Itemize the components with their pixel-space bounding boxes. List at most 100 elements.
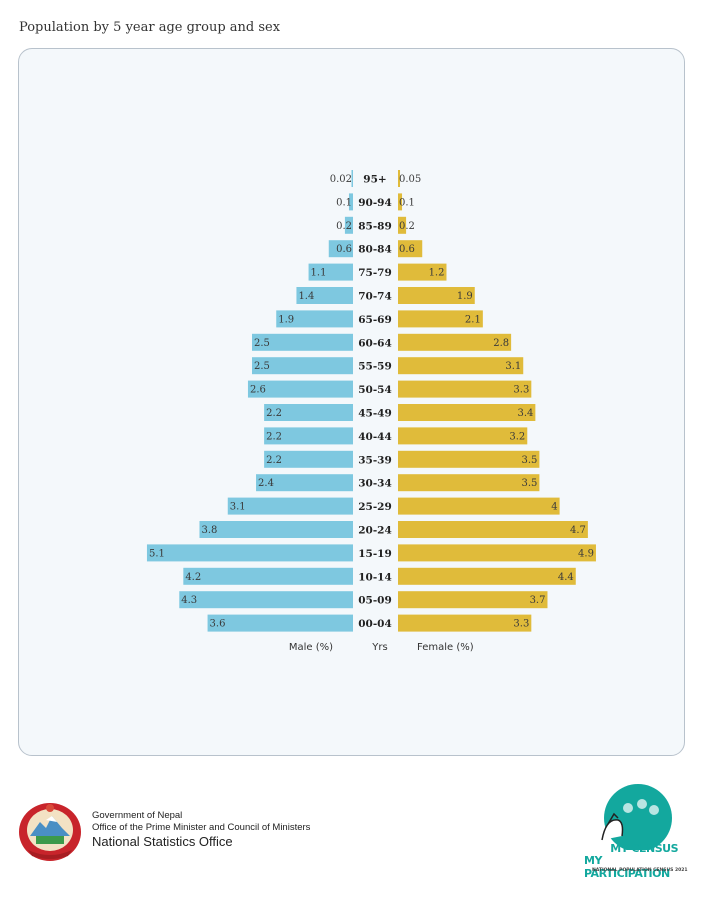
male-value-label: 0.02 bbox=[330, 174, 352, 185]
age-group-label: 30-34 bbox=[358, 478, 392, 490]
age-group-label: 00-04 bbox=[358, 618, 392, 630]
age-group-label: 40-44 bbox=[358, 431, 392, 443]
age-group-label: 70-74 bbox=[358, 291, 392, 303]
female-value-label: 3.3 bbox=[513, 385, 529, 396]
age-group-label: 80-84 bbox=[358, 244, 392, 256]
female-bar bbox=[398, 404, 536, 421]
male-value-label: 2.4 bbox=[258, 478, 274, 489]
age-group-label: 95+ bbox=[363, 174, 386, 186]
gov-line-3: National Statistics Office bbox=[92, 834, 233, 849]
population-pyramid-chart: 0.02 0.05 95+ 0.1 0.1 90-94 0.2 0.2 85-89 0.6 0.6 8… bbox=[146, 170, 596, 653]
female-bar bbox=[398, 380, 532, 398]
male-value-label: 2.2 bbox=[266, 455, 282, 466]
female-value-label: 4.9 bbox=[578, 548, 594, 559]
male-bar bbox=[264, 404, 353, 421]
age-group-label: 75-79 bbox=[358, 267, 392, 279]
female-value-label: 4.7 bbox=[570, 525, 586, 536]
gov-line-1: Government of Nepal bbox=[92, 810, 183, 821]
male-bar bbox=[183, 567, 353, 585]
male-axis-label: Male (%) bbox=[289, 642, 333, 653]
female-value-label: 2.1 bbox=[465, 314, 481, 325]
age-group-label: 25-29 bbox=[358, 501, 392, 513]
age-group-label: 45-49 bbox=[358, 408, 392, 420]
male-bar bbox=[247, 380, 353, 398]
age-group-label: 50-54 bbox=[358, 384, 392, 396]
age-group-label: 90-94 bbox=[358, 197, 392, 209]
female-value-label: 2.8 bbox=[493, 338, 509, 349]
male-value-label: 2.6 bbox=[250, 385, 266, 396]
female-bar bbox=[398, 521, 588, 538]
years-axis-label: Yrs bbox=[371, 642, 387, 653]
census-logo: MY CENSUS MY PARTICIPATION NATIONAL POPU… bbox=[584, 780, 688, 880]
female-bar bbox=[398, 567, 576, 585]
male-value-label: 2.5 bbox=[254, 338, 270, 349]
office-text: Government of Nepal Office of the Prime … bbox=[92, 810, 310, 850]
female-value-label: 1.9 bbox=[457, 291, 473, 302]
male-value-label: 0.1 bbox=[336, 197, 352, 208]
female-value-label: 3.4 bbox=[517, 408, 533, 419]
male-bar bbox=[256, 474, 353, 492]
female-bar bbox=[398, 544, 596, 562]
male-bar bbox=[199, 521, 353, 538]
male-value-label: 2.2 bbox=[266, 431, 282, 442]
female-bar bbox=[398, 193, 403, 211]
age-group-label: 60-64 bbox=[358, 337, 392, 349]
male-value-label: 1.9 bbox=[278, 314, 294, 325]
female-axis-label: Female (%) bbox=[417, 642, 474, 653]
female-value-label: 0.1 bbox=[399, 197, 415, 208]
female-value-label: 3.3 bbox=[513, 619, 529, 630]
male-bar bbox=[252, 333, 353, 351]
male-bar bbox=[264, 450, 353, 468]
male-value-label: 0.2 bbox=[336, 221, 352, 232]
female-bar bbox=[398, 287, 475, 304]
age-group-label: 55-59 bbox=[358, 361, 392, 373]
male-value-label: 0.6 bbox=[336, 244, 352, 255]
age-group-label: 15-19 bbox=[358, 548, 392, 560]
male-value-label: 1.1 bbox=[311, 268, 327, 279]
gov-line-2: Office of the Prime Minister and Council… bbox=[92, 822, 311, 833]
chart-card: 0.02 0.05 95+ 0.1 0.1 90-94 0.2 0.2 85-89 0.6 0.6 8… bbox=[18, 48, 685, 756]
census-line-3: NATIONAL POPULATION CENSUS 2021 bbox=[592, 868, 688, 873]
male-bar bbox=[227, 497, 353, 515]
female-bar bbox=[398, 427, 528, 445]
female-value-label: 3.5 bbox=[521, 455, 537, 466]
female-bar bbox=[398, 474, 540, 492]
female-bar bbox=[398, 614, 532, 632]
age-group-label: 85-89 bbox=[358, 220, 392, 232]
female-bar bbox=[398, 450, 540, 468]
age-group-label: 65-69 bbox=[358, 314, 392, 326]
female-value-label: 0.2 bbox=[399, 221, 415, 232]
female-bar bbox=[398, 333, 512, 351]
male-value-label: 3.6 bbox=[210, 619, 226, 630]
male-value-label: 3.8 bbox=[201, 525, 217, 536]
age-group-label: 05-09 bbox=[358, 595, 392, 607]
female-value-label: 4 bbox=[551, 502, 557, 513]
female-value-label: 0.05 bbox=[399, 174, 421, 185]
female-value-label: 3.1 bbox=[505, 361, 521, 372]
male-bar bbox=[146, 544, 353, 562]
female-value-label: 1.2 bbox=[429, 268, 445, 279]
male-value-label: 3.1 bbox=[230, 502, 246, 513]
male-bar bbox=[296, 287, 353, 304]
age-group-label: 35-39 bbox=[358, 454, 392, 466]
male-bar bbox=[344, 216, 353, 234]
age-group-label: 20-24 bbox=[358, 525, 392, 537]
male-bar bbox=[179, 591, 353, 609]
census-line-1: MY CENSUS bbox=[610, 842, 678, 855]
nepal-emblem-logo bbox=[16, 798, 84, 864]
female-value-label: 0.6 bbox=[399, 244, 415, 255]
female-bar bbox=[398, 263, 447, 281]
footer: Government of Nepal Office of the Prime … bbox=[0, 780, 703, 910]
female-bar bbox=[398, 357, 524, 375]
male-bar bbox=[328, 240, 353, 258]
female-value-label: 4.4 bbox=[558, 572, 574, 583]
page-title: Population by 5 year age group and sex bbox=[19, 20, 281, 35]
male-bar bbox=[351, 170, 353, 187]
male-value-label: 2.2 bbox=[266, 408, 282, 419]
female-bar bbox=[398, 497, 560, 515]
female-value-label: 3.7 bbox=[530, 595, 546, 606]
male-value-label: 4.2 bbox=[185, 572, 201, 583]
male-bar bbox=[308, 263, 353, 281]
male-bar bbox=[276, 310, 353, 328]
female-bar bbox=[398, 591, 548, 609]
